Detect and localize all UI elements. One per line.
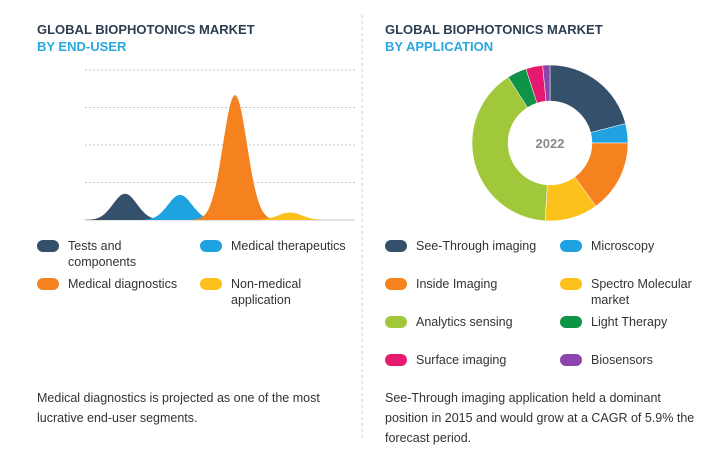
- legend-label: Light Therapy: [591, 315, 668, 329]
- legend-item: Tests and components: [37, 238, 187, 270]
- legend-label: Medical therapeutics: [231, 239, 346, 253]
- donut-slice: [471, 76, 548, 222]
- legend-label: Inside Imaging: [416, 277, 498, 291]
- subtitle: BY APPLICATION: [385, 39, 494, 54]
- legend-label: Spectro Molecular market: [591, 277, 692, 307]
- center-label: 2022: [536, 136, 565, 151]
- legend-item: Non-medical application: [200, 276, 350, 308]
- legend-label: Biosensors: [591, 353, 653, 367]
- legend-swatch: [200, 278, 222, 290]
- legend-swatch: [37, 278, 59, 290]
- legend-label: Surface imaging: [416, 353, 507, 367]
- legend-swatch: [385, 240, 407, 252]
- legend-swatch: [385, 354, 407, 366]
- peak: [181, 95, 289, 220]
- legend-label: Non-medical application: [231, 277, 302, 307]
- legend-item: Analytics sensing: [385, 314, 555, 330]
- legend-item: Biosensors: [560, 352, 710, 368]
- legend-item: Medical therapeutics: [200, 238, 350, 254]
- note: Medical diagnostics is projected as one …: [37, 391, 320, 425]
- legend-swatch: [385, 316, 407, 328]
- note: See-Through imaging application held a d…: [385, 391, 695, 445]
- peak: [236, 212, 344, 220]
- legend-swatch: [560, 278, 582, 290]
- legend-label: Medical diagnostics: [68, 277, 178, 291]
- legend-item: Inside Imaging: [385, 276, 555, 292]
- peak: [71, 193, 179, 220]
- legend-label: See-Through imaging: [416, 239, 537, 253]
- legend-swatch: [385, 278, 407, 290]
- legend-swatch: [200, 240, 222, 252]
- legend-swatch: [560, 316, 582, 328]
- legend-swatch: [37, 240, 59, 252]
- legend-label: Microscopy: [591, 239, 655, 253]
- legend-swatch: [560, 354, 582, 366]
- title: GLOBAL BIOPHOTONICS MARKET: [37, 22, 255, 37]
- legend-label: Tests and components: [68, 239, 137, 269]
- legend-item: Surface imaging: [385, 352, 555, 368]
- legend-item: Microscopy: [560, 238, 710, 254]
- legend-swatch: [560, 240, 582, 252]
- subtitle: BY END-USER: [37, 39, 127, 54]
- legend-label: Analytics sensing: [416, 315, 513, 329]
- legend-item: Medical diagnostics: [37, 276, 187, 292]
- legend-item: Light Therapy: [560, 314, 710, 330]
- peak: [126, 194, 234, 220]
- legend-item: Spectro Molecular market: [560, 276, 710, 308]
- legend-item: See-Through imaging: [385, 238, 555, 254]
- title: GLOBAL BIOPHOTONICS MARKET: [385, 22, 603, 37]
- donut-slice: [549, 64, 626, 133]
- donut-slice: [542, 64, 551, 102]
